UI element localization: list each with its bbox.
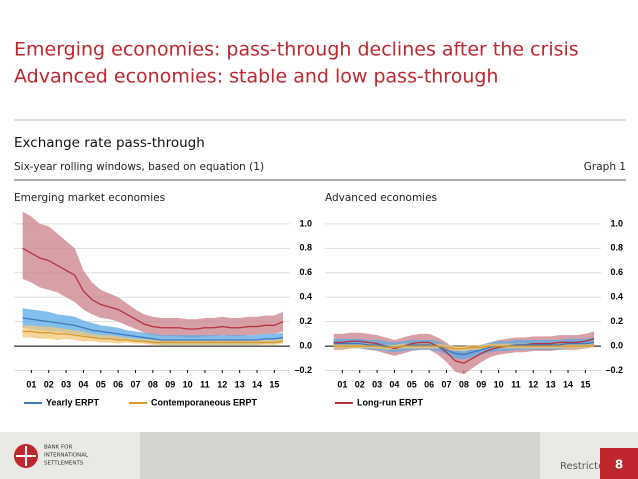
confidence-band <box>333 337 595 360</box>
x-tick-label: 14 <box>252 379 262 389</box>
legend-label: Long-run ERPT <box>357 397 423 407</box>
figure-title: Exchange rate pass-through <box>14 135 205 151</box>
page-number: 8 <box>615 458 623 472</box>
logo-text: BANK FOR <box>44 445 72 451</box>
x-tick-label: 13 <box>546 379 556 389</box>
x-tick-label: 04 <box>78 379 88 389</box>
y-tick-label: 0.8 <box>610 243 623 253</box>
y-tick-label: 0.4 <box>299 292 312 302</box>
panel-title: Advanced economies <box>325 192 437 204</box>
series-line <box>333 344 595 350</box>
x-tick-label: 15 <box>580 379 590 389</box>
figure-subtitle: Six-year rolling windows, based on equat… <box>14 161 264 173</box>
x-tick-label: 10 <box>494 379 504 389</box>
logo-text: SETTLEMENTS <box>44 461 84 467</box>
x-tick-label: 02 <box>355 379 365 389</box>
y-tick-label: 1.0 <box>299 218 312 228</box>
x-tick-label: 02 <box>44 379 54 389</box>
y-tick-label: 0.0 <box>610 340 623 350</box>
page-box <box>600 448 638 479</box>
x-tick-label: 12 <box>528 379 538 389</box>
x-tick-label: 01 <box>26 379 36 389</box>
x-tick-label: 08 <box>148 379 158 389</box>
logo-mark-detail <box>16 446 36 466</box>
x-tick-label: 07 <box>442 379 452 389</box>
series-line <box>22 317 284 341</box>
y-tick-label: –0.2 <box>294 365 312 375</box>
y-tick-label: 0.6 <box>610 267 623 277</box>
x-tick-label: 11 <box>200 379 210 389</box>
logo-text: INTERNATIONAL <box>44 453 89 459</box>
x-tick-label: 09 <box>476 379 486 389</box>
y-tick-label: 0.2 <box>610 316 623 326</box>
panel-title: Emerging market economies <box>14 192 165 204</box>
slide-title: Advanced economies: stable and low pass-… <box>14 66 498 88</box>
y-tick-label: 0.6 <box>299 267 312 277</box>
series-line <box>333 341 595 356</box>
x-tick-label: 05 <box>407 379 417 389</box>
x-tick-label: 11 <box>511 379 521 389</box>
x-tick-label: 13 <box>235 379 245 389</box>
footer-photos <box>140 432 540 479</box>
x-tick-label: 12 <box>217 379 227 389</box>
y-tick-label: 0.8 <box>299 243 312 253</box>
legend-label: Yearly ERPT <box>46 397 100 407</box>
x-tick-label: 09 <box>165 379 175 389</box>
y-tick-label: –0.2 <box>605 365 623 375</box>
x-tick-label: 03 <box>372 379 382 389</box>
classification: Restricted <box>560 461 611 472</box>
series-line <box>333 338 595 364</box>
x-tick-label: 08 <box>459 379 469 389</box>
slide-title: Emerging economies: pass-through decline… <box>14 39 579 61</box>
x-tick-label: 10 <box>183 379 193 389</box>
y-tick-label: 0.2 <box>299 316 312 326</box>
series-line <box>22 247 284 330</box>
x-tick-label: 04 <box>389 379 399 389</box>
y-tick-label: 0.0 <box>299 340 312 350</box>
figure-label: Graph 1 <box>584 161 626 173</box>
x-tick-label: 14 <box>563 379 573 389</box>
confidence-band <box>22 211 284 338</box>
series-line <box>22 330 284 344</box>
x-tick-label: 15 <box>269 379 279 389</box>
x-tick-label: 06 <box>113 379 123 389</box>
x-tick-label: 03 <box>61 379 71 389</box>
y-tick-label: 1.0 <box>610 218 623 228</box>
x-tick-label: 07 <box>131 379 141 389</box>
x-tick-label: 05 <box>96 379 106 389</box>
legend-label: Contemporaneous ERPT <box>151 397 258 407</box>
y-tick-label: 0.4 <box>610 292 623 302</box>
x-tick-label: 06 <box>424 379 434 389</box>
x-tick-label: 01 <box>337 379 347 389</box>
